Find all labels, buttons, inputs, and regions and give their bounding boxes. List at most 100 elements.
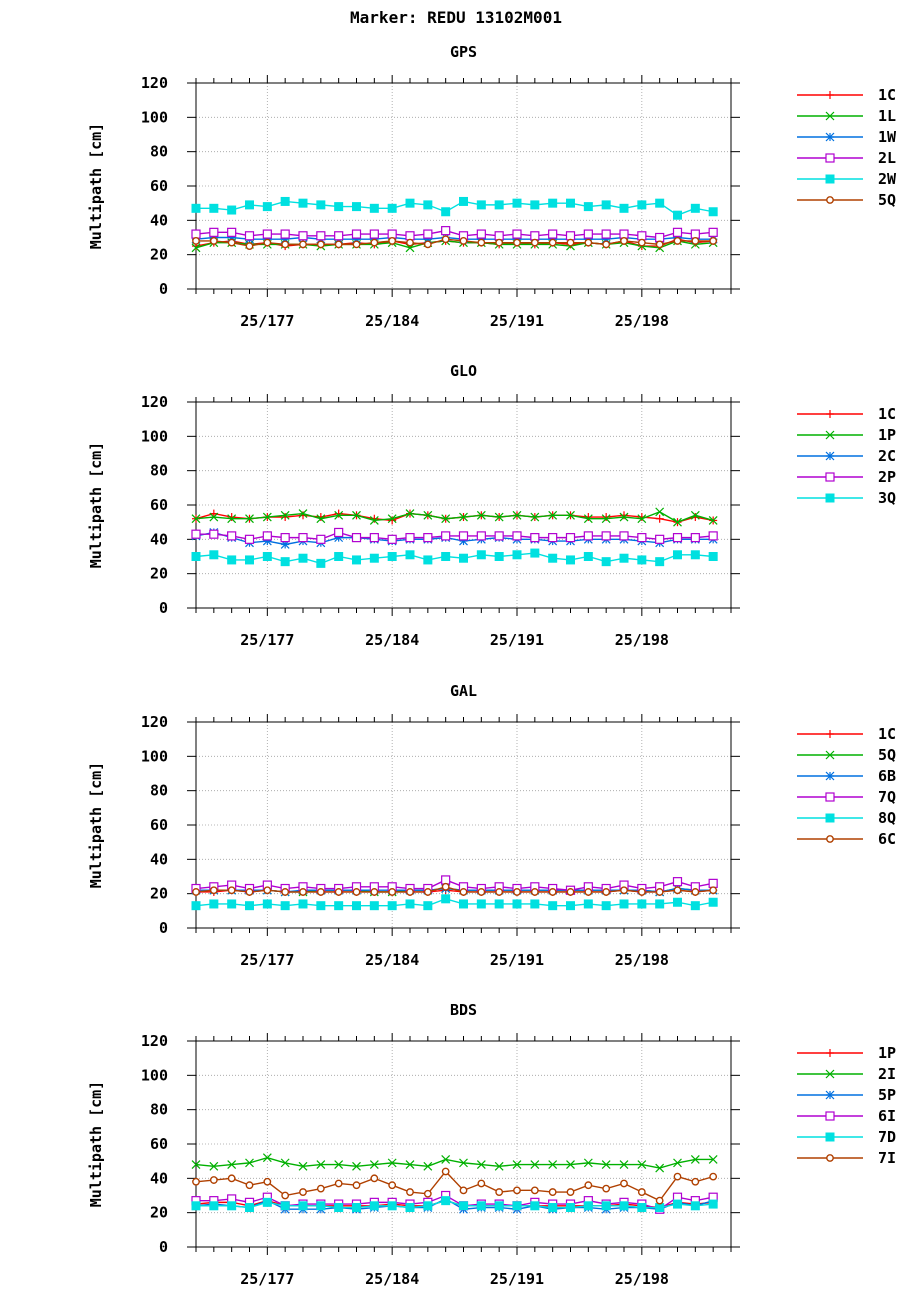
- bds-series-7d-point-sq: [209, 1201, 219, 1211]
- glo-series-1p-point-d2: [352, 510, 361, 520]
- gal-series-6c-point: [281, 888, 290, 896]
- bds-series-7d-point: [352, 1203, 361, 1213]
- glo-series-1p-point: [476, 510, 486, 520]
- glo-series-2p-point-sq: [512, 531, 522, 541]
- glo-series-2p-point: [672, 533, 683, 543]
- gps-series-2w-point: [566, 198, 575, 208]
- bds-series-2i-point: [530, 1160, 540, 1170]
- glo-series-3q-point-sq: [601, 557, 611, 567]
- gps-series-5q-point-c: [263, 238, 272, 247]
- bds-xtick-label: 25/191: [490, 1270, 544, 1288]
- gal-series-6c-point-c: [548, 888, 557, 896]
- gps-panel: GPS 0 20 40 60 80 100 120 25/177 25/184 25/191 25/1…: [87, 43, 897, 330]
- glo-series-2p-point-sq: [244, 534, 255, 544]
- gps-series-2l-point-sq: [530, 231, 540, 241]
- gal-series-6c-point: [637, 888, 646, 896]
- bds-ylabel: Multipath [cm]: [87, 1081, 105, 1207]
- glo-series-3q-point-sq: [262, 552, 272, 561]
- glo-series-3q-point: [673, 550, 682, 560]
- gps-series-2l-point: [672, 227, 683, 237]
- gps-series-2w-point-sq: [227, 205, 237, 215]
- glo-series-1p-point-d2: [601, 514, 611, 524]
- gal-legend-5q: 5Q: [797, 746, 896, 764]
- gal-series-8q-point-sq: [619, 899, 629, 909]
- glo-series-2p-point: [441, 531, 451, 541]
- bds-series-7d-point: [601, 1201, 611, 1211]
- gal-ytick-label: 80: [150, 782, 168, 800]
- bds-series-7i-point-c: [584, 1181, 593, 1190]
- gal-legend-7q: 7Q: [797, 788, 896, 806]
- bds-series-7d-point-sq: [708, 1199, 718, 1209]
- gal-series-8q-point-sq: [441, 894, 451, 904]
- gps-series-2l-point-sq: [227, 227, 237, 237]
- bds-series-7d-point-sq: [191, 1201, 201, 1211]
- bds-series-2i-point-d2: [476, 1160, 486, 1170]
- gps-series-2w-point: [227, 205, 237, 215]
- bds-legend-label: 1P: [878, 1044, 896, 1062]
- gps-plot-frame: [195, 82, 732, 290]
- gps-series-5q-point-c: [513, 238, 521, 247]
- gal-legend-label: 6C: [878, 830, 896, 848]
- glo-series-1p-point-d2: [655, 507, 665, 517]
- bds-legend-1p: 1P: [797, 1044, 896, 1062]
- glo-series-1c-point: [316, 513, 325, 522]
- gps-legend-label: 1C: [878, 86, 896, 104]
- gal-series-6c-point-c: [566, 888, 575, 896]
- glo-ytick-label: 60: [150, 496, 168, 514]
- gps-series-2w-point: [387, 203, 397, 213]
- glo-xtick-label: 25/184: [365, 631, 419, 649]
- gps-series-2l-point-sq: [672, 227, 683, 237]
- glo-series-3q-point: [494, 552, 504, 561]
- gps-series-5q-point: [548, 238, 557, 247]
- bds-series-2i-point-d2: [708, 1155, 718, 1164]
- bds-series-2i-point-d2: [548, 1160, 558, 1170]
- gps-series-2w-point-sq: [583, 202, 593, 212]
- bds-series-2i-point: [227, 1160, 237, 1170]
- glo-series-2p-point-sq: [690, 533, 700, 543]
- glo-ytick-label: 0: [159, 599, 168, 617]
- bds-series-7i-point: [281, 1191, 290, 1200]
- gal-series-6c-point: [691, 888, 700, 896]
- bds-series-7d-point: [387, 1201, 397, 1211]
- glo-series-2p-point: [548, 533, 558, 543]
- glo-series-3q-point-sq: [441, 552, 451, 561]
- gps-series-2w-point-sq: [441, 207, 451, 217]
- bds-series-7i-point: [388, 1181, 397, 1190]
- glo-series-1p-point: [530, 512, 540, 522]
- gps-series-2l-point-sq: [619, 229, 629, 239]
- gps-ylabel: Multipath [cm]: [87, 123, 105, 249]
- bds-series-7d-point: [673, 1199, 682, 1209]
- gps-series-2w-point-sq: [316, 200, 326, 210]
- glo-series-2p-point-sq: [458, 531, 469, 541]
- glo-legend-marker: [825, 430, 835, 440]
- bds-series-7i-point: [299, 1188, 307, 1196]
- bds-series-2i-point-d2: [637, 1160, 647, 1170]
- gps-ytick-label: 40: [150, 211, 168, 229]
- gps-series-2l-point: [298, 231, 308, 241]
- gal-legend-label: 8Q: [878, 809, 896, 827]
- glo-series-1c-point: [227, 513, 236, 522]
- glo-series-1p-point: [387, 514, 397, 524]
- glo-series-3q-point-sq: [191, 552, 201, 561]
- gps-series-2l-point: [280, 229, 290, 239]
- glo-series-1p-point: [209, 512, 219, 522]
- glo-series-2p-point-sq: [655, 534, 665, 544]
- glo-series-1p-point-d2: [191, 514, 201, 524]
- glo-series-3q-point: [583, 552, 593, 561]
- glo-series-1p-point: [369, 516, 379, 525]
- bds-series-2i-point-d2: [280, 1158, 290, 1168]
- glo-series-3q-point: [512, 550, 522, 560]
- gal-series-8q-point: [334, 901, 344, 911]
- bds-series-7d-point-sq: [512, 1201, 522, 1211]
- glo-series-3q-point-sq: [316, 558, 326, 568]
- bds-series-2i-point-d2: [441, 1155, 451, 1164]
- bds-legend-marker: [825, 1132, 835, 1142]
- gps-series-5q-point-c: [584, 238, 593, 247]
- glo-series-1c-point: [281, 513, 290, 522]
- gps-series-2w-point-sq: [334, 202, 344, 212]
- bds-series-2i-point-d2: [494, 1161, 504, 1171]
- glo-legend-marker-sq: [825, 472, 835, 482]
- bds-xtick-label: 25/184: [365, 1270, 419, 1288]
- gal-series-8q-point-sq: [298, 899, 308, 909]
- gal-series-6c-point: [209, 886, 218, 895]
